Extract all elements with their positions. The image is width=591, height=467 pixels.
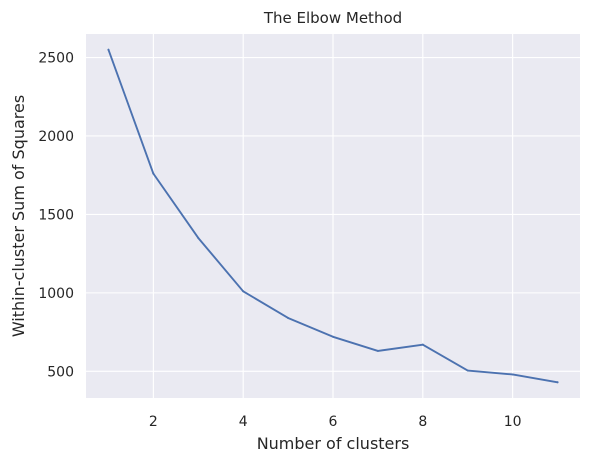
data-point (421, 343, 424, 346)
chart-title: The Elbow Method (263, 9, 402, 27)
y-tick-label: 1500 (38, 207, 74, 223)
grid-lines (86, 34, 580, 398)
data-point (466, 369, 469, 372)
x-tick-label: 6 (329, 414, 338, 430)
x-tick-label: 2 (149, 414, 158, 430)
data-point (376, 349, 379, 352)
data-point (287, 316, 290, 319)
x-tick-label: 10 (504, 414, 522, 430)
y-axis-label: Within-cluster Sum of Squares (9, 95, 28, 337)
data-point (152, 172, 155, 175)
series-layer (107, 48, 559, 384)
y-tick-label: 500 (47, 364, 74, 380)
data-point (242, 290, 245, 293)
y-tick-label: 2500 (38, 51, 74, 67)
data-point (107, 48, 110, 51)
data-point (556, 381, 559, 384)
y-tick-label: 1000 (38, 286, 74, 302)
data-point (197, 236, 200, 239)
x-tick-label: 8 (418, 414, 427, 430)
tick-labels: 2 4 6 8 10 500 1000 1500 2000 2500 (38, 51, 521, 430)
data-point (332, 335, 334, 338)
y-tick-label: 2000 (38, 129, 74, 145)
data-point (511, 373, 514, 376)
x-tick-label: 4 (239, 414, 248, 430)
x-axis-label: Number of clusters (257, 434, 410, 453)
